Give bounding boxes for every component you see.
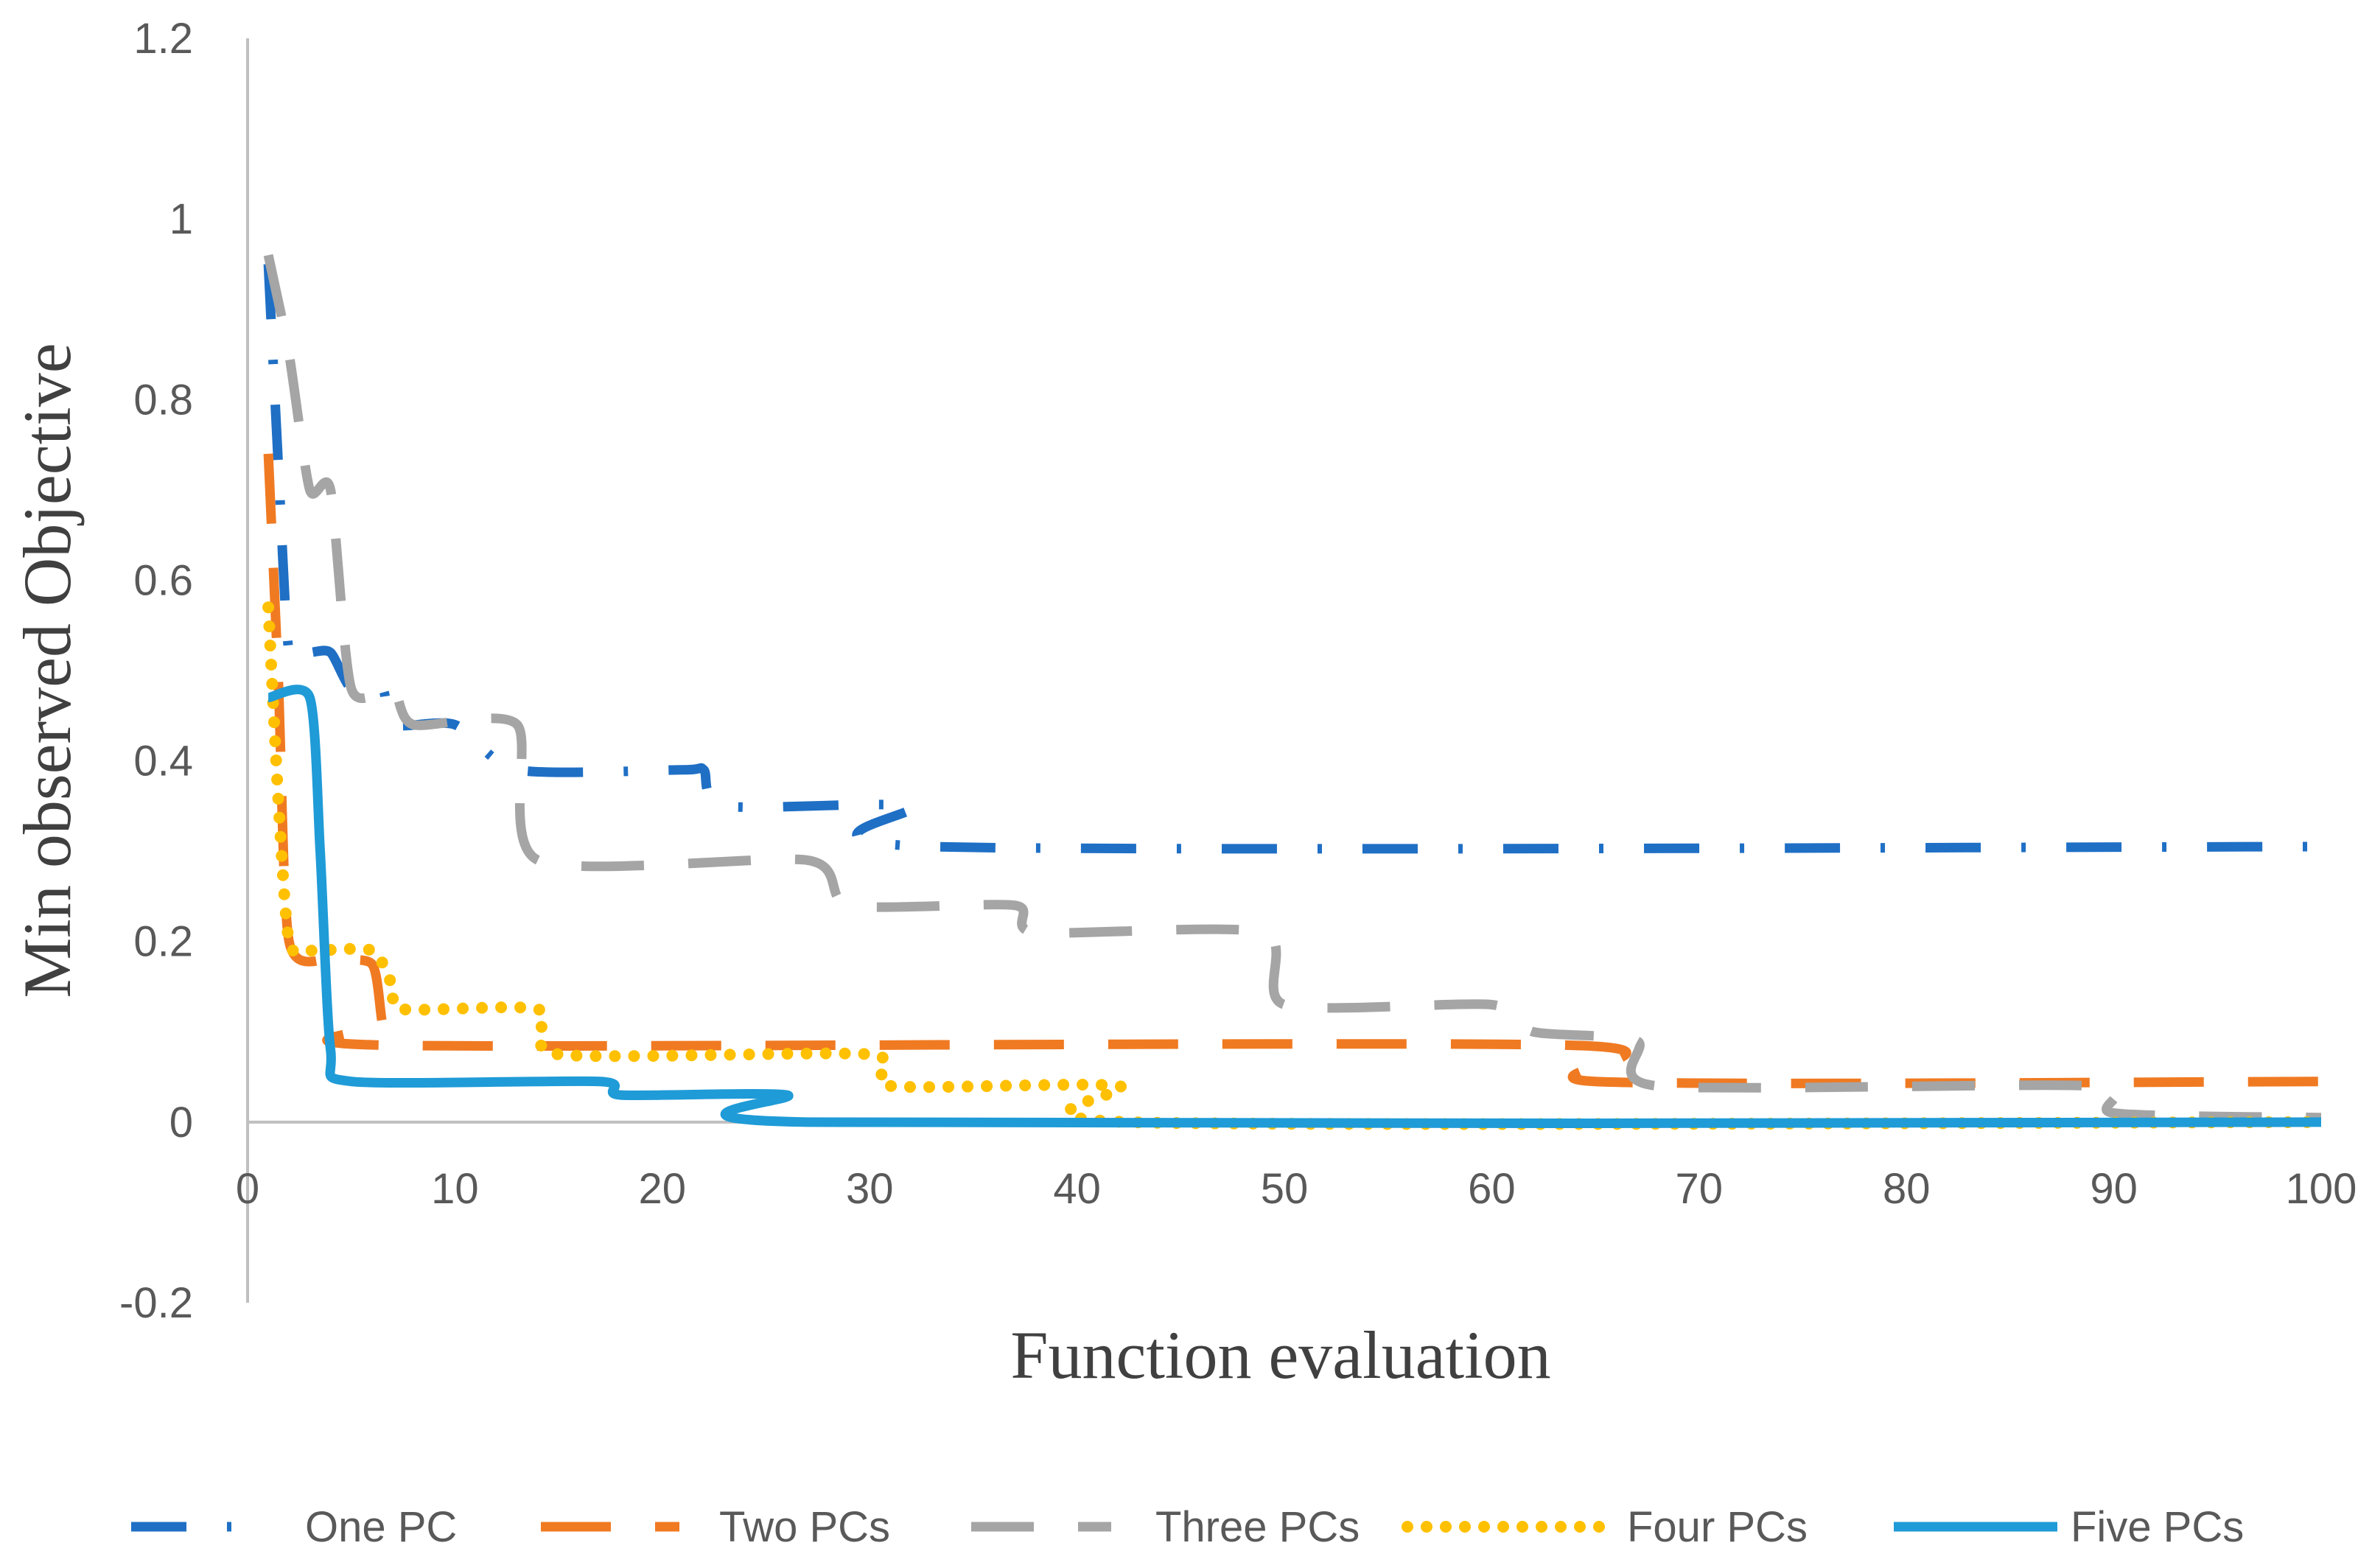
y-tick-label: 0 [169, 1099, 193, 1147]
y-tick-label: 1.2 [133, 15, 193, 63]
series-line-five-pcs [267, 685, 2322, 1129]
y-tick-label: 0.6 [133, 556, 193, 604]
y-tick-labels: -0.2 0 0.2 0.4 0.6 0.8 1 1.2 [119, 15, 193, 1327]
y-tick-label: 0.2 [133, 918, 193, 966]
x-tick-label: 60 [1468, 1165, 1516, 1213]
legend-item-four-pcs: Four PCs [1402, 1503, 1808, 1551]
x-tick-label: 70 [1676, 1165, 1724, 1213]
x-tick-label: 0 [236, 1165, 259, 1213]
legend: One PC Two PCs Three PCs Four PCs Five PCs [131, 1503, 2244, 1551]
x-tick-label: 10 [431, 1165, 479, 1213]
legend-label: Three PCs [1155, 1503, 1360, 1551]
y-tick-label: 0.8 [133, 376, 193, 424]
y-tick-label: 1 [169, 195, 193, 243]
legend-label: One PC [305, 1503, 457, 1551]
legend-item-five-pcs: Five PCs [1894, 1503, 2244, 1551]
series-lines [262, 253, 2327, 1130]
x-tick-label: 100 [2286, 1165, 2357, 1213]
y-axis-title: Min observed Objective [10, 343, 85, 998]
y-tick-label: -0.2 [119, 1279, 193, 1327]
y-tick-label: 0.4 [133, 738, 193, 785]
x-tick-label: 50 [1261, 1165, 1309, 1213]
x-tick-label: 30 [846, 1165, 894, 1213]
legend-item-one-pc: One PC [131, 1503, 457, 1551]
x-axis-title: Function evaluation [1010, 1317, 1550, 1393]
x-tick-label: 80 [1883, 1165, 1931, 1213]
x-tick-label: 20 [639, 1165, 687, 1213]
x-tick-labels: 0 10 20 30 40 50 60 70 80 90 100 [236, 1165, 2357, 1213]
series-line-two-pcs [263, 453, 2322, 1088]
legend-label: Two PCs [719, 1503, 890, 1551]
series-line-three-pcs [263, 253, 2322, 1123]
legend-item-three-pcs: Three PCs [971, 1503, 1360, 1551]
series-line-one-pc [263, 264, 2322, 854]
legend-label: Five PCs [2071, 1503, 2244, 1551]
legend-label: Four PCs [1627, 1503, 1808, 1551]
legend-item-two-pcs: Two PCs [541, 1503, 890, 1551]
axes [246, 38, 2321, 1303]
x-tick-label: 40 [1053, 1165, 1101, 1213]
x-tick-label: 90 [2090, 1165, 2138, 1213]
